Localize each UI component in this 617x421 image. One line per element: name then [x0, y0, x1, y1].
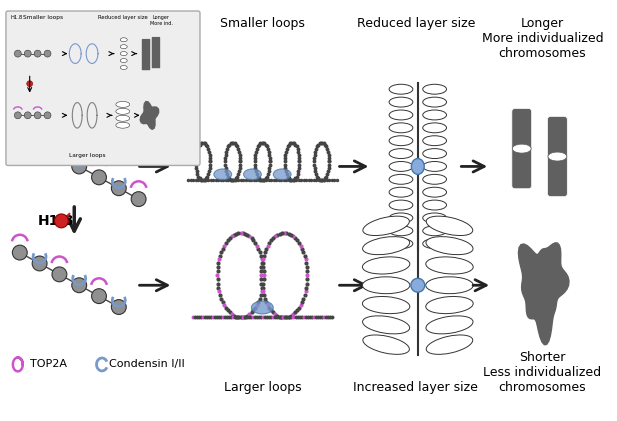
- Ellipse shape: [423, 162, 447, 171]
- Circle shape: [32, 256, 47, 271]
- Ellipse shape: [389, 162, 413, 171]
- Ellipse shape: [116, 101, 130, 107]
- Circle shape: [44, 112, 51, 119]
- Ellipse shape: [363, 237, 410, 255]
- Ellipse shape: [426, 277, 473, 294]
- Ellipse shape: [273, 169, 291, 180]
- Ellipse shape: [362, 296, 410, 314]
- Ellipse shape: [252, 301, 273, 314]
- Ellipse shape: [423, 136, 447, 146]
- Ellipse shape: [423, 213, 447, 223]
- Ellipse shape: [389, 187, 413, 197]
- Ellipse shape: [426, 257, 473, 274]
- Circle shape: [52, 148, 67, 163]
- Ellipse shape: [363, 316, 410, 334]
- Ellipse shape: [423, 226, 447, 236]
- Circle shape: [32, 137, 47, 152]
- Circle shape: [14, 50, 21, 57]
- Text: Reduced layer size: Reduced layer size: [98, 15, 147, 20]
- Ellipse shape: [426, 296, 473, 314]
- Circle shape: [12, 126, 27, 141]
- Ellipse shape: [423, 97, 447, 107]
- Ellipse shape: [423, 123, 447, 133]
- Circle shape: [27, 81, 33, 87]
- Circle shape: [44, 50, 51, 57]
- Circle shape: [12, 245, 27, 260]
- Text: Longer
More individualized
chromosomes: Longer More individualized chromosomes: [482, 17, 603, 60]
- Circle shape: [52, 267, 67, 282]
- Ellipse shape: [120, 66, 127, 69]
- Ellipse shape: [120, 38, 127, 42]
- Ellipse shape: [116, 108, 130, 115]
- Text: Larger loops: Larger loops: [223, 381, 301, 394]
- Ellipse shape: [389, 239, 413, 249]
- Circle shape: [24, 112, 31, 119]
- FancyBboxPatch shape: [6, 11, 200, 165]
- Text: Condensin I/II: Condensin I/II: [109, 360, 184, 370]
- Ellipse shape: [116, 122, 130, 128]
- Circle shape: [34, 50, 41, 57]
- Circle shape: [72, 159, 86, 174]
- Ellipse shape: [389, 149, 413, 159]
- Ellipse shape: [412, 159, 424, 174]
- Ellipse shape: [423, 84, 447, 94]
- Circle shape: [112, 181, 126, 196]
- Circle shape: [54, 214, 68, 228]
- Text: TOP2A: TOP2A: [30, 360, 67, 370]
- FancyBboxPatch shape: [512, 109, 532, 189]
- Ellipse shape: [423, 174, 447, 184]
- Circle shape: [14, 112, 21, 119]
- Circle shape: [112, 300, 126, 314]
- Ellipse shape: [363, 335, 410, 354]
- Ellipse shape: [423, 200, 447, 210]
- FancyBboxPatch shape: [141, 39, 151, 70]
- Text: Shorter
Less individualized
chromosomes: Shorter Less individualized chromosomes: [484, 351, 602, 394]
- Polygon shape: [518, 243, 569, 345]
- Text: Increased layer size: Increased layer size: [354, 381, 478, 394]
- Ellipse shape: [423, 187, 447, 197]
- Ellipse shape: [512, 144, 531, 153]
- Ellipse shape: [389, 174, 413, 184]
- Text: Smaller loops: Smaller loops: [220, 17, 305, 30]
- Ellipse shape: [548, 152, 567, 161]
- Ellipse shape: [423, 149, 447, 159]
- Ellipse shape: [363, 216, 410, 235]
- Ellipse shape: [120, 52, 127, 56]
- Circle shape: [91, 170, 106, 185]
- Ellipse shape: [426, 237, 473, 255]
- Circle shape: [91, 289, 106, 304]
- Ellipse shape: [116, 115, 130, 121]
- Ellipse shape: [389, 84, 413, 94]
- Ellipse shape: [423, 239, 447, 249]
- Text: H1.8: H1.8: [38, 214, 74, 228]
- Text: Larger loops: Larger loops: [69, 152, 106, 157]
- Polygon shape: [140, 101, 159, 129]
- Ellipse shape: [120, 45, 127, 49]
- Ellipse shape: [411, 278, 424, 292]
- Ellipse shape: [389, 200, 413, 210]
- Ellipse shape: [389, 97, 413, 107]
- Ellipse shape: [214, 169, 231, 180]
- Ellipse shape: [120, 59, 127, 63]
- Ellipse shape: [426, 335, 473, 354]
- Circle shape: [131, 192, 146, 207]
- FancyBboxPatch shape: [547, 117, 567, 197]
- Text: Longer
More ind.: Longer More ind.: [150, 15, 173, 26]
- FancyBboxPatch shape: [152, 37, 160, 69]
- Ellipse shape: [426, 216, 473, 235]
- Text: Smaller loops: Smaller loops: [23, 15, 64, 20]
- Ellipse shape: [362, 277, 410, 294]
- Ellipse shape: [244, 169, 262, 180]
- Ellipse shape: [389, 226, 413, 236]
- Ellipse shape: [426, 316, 473, 334]
- Ellipse shape: [423, 110, 447, 120]
- Circle shape: [24, 50, 31, 57]
- Circle shape: [72, 278, 86, 293]
- Ellipse shape: [389, 110, 413, 120]
- Text: Reduced layer size: Reduced layer size: [357, 17, 475, 30]
- Text: H1.8: H1.8: [11, 15, 23, 20]
- Ellipse shape: [389, 123, 413, 133]
- Ellipse shape: [389, 213, 413, 223]
- Circle shape: [34, 112, 41, 119]
